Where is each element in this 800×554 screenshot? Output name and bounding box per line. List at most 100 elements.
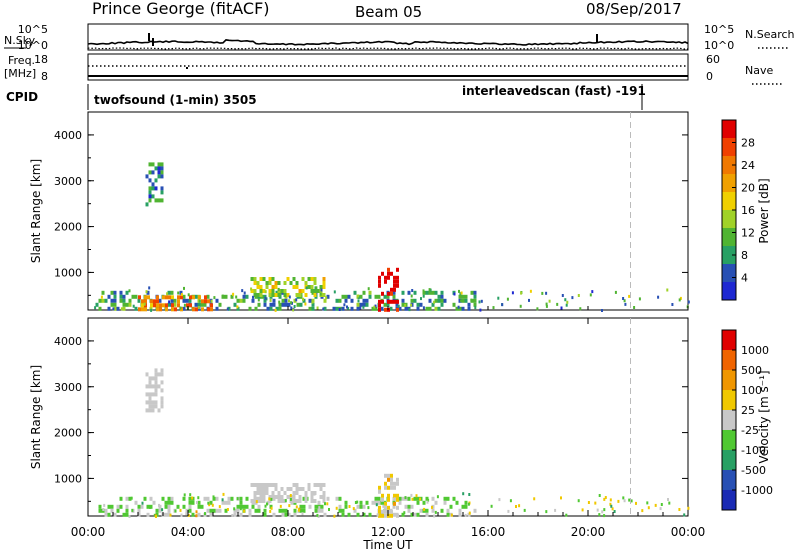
- echo-cell: [179, 508, 182, 512]
- echo-cell: [298, 499, 302, 503]
- echo-cell: [356, 302, 360, 307]
- echo-cell: [377, 500, 381, 505]
- echo-cell: [338, 508, 342, 513]
- echo-cell: [148, 408, 152, 413]
- echo-cell: [128, 302, 132, 307]
- echo-cell: [601, 309, 603, 312]
- echo-cell: [413, 496, 417, 501]
- echo-cell: [310, 491, 314, 495]
- echo-cell: [268, 499, 272, 503]
- echo-cell: [268, 483, 272, 487]
- echo-cell: [141, 307, 144, 312]
- echo-cell: [390, 513, 393, 518]
- nsearch-line: [87, 47, 689, 50]
- echo-cell: [458, 508, 462, 513]
- nsearch-tick-top: 10^5: [704, 23, 734, 36]
- echo-cell: [440, 294, 444, 299]
- echo-cell: [197, 500, 201, 505]
- echo-cell: [453, 292, 456, 296]
- echo-cell: [221, 498, 224, 502]
- nsearch-tick-bottom: 10^0: [704, 39, 734, 52]
- echo-cell: [154, 376, 158, 381]
- echo-cell: [293, 508, 297, 513]
- echo-cell: [215, 298, 219, 303]
- echo-cell: [410, 493, 413, 497]
- echo-cell: [295, 491, 299, 495]
- echo-cell: [290, 306, 293, 310]
- echo-cell: [277, 499, 281, 503]
- echo-cell: [270, 506, 273, 510]
- echo-cell: [222, 492, 225, 496]
- echo-cell: [119, 298, 123, 303]
- echo-cell: [153, 299, 156, 304]
- echo-cell: [212, 496, 216, 501]
- echo-cell: [295, 281, 299, 285]
- echo-cell: [341, 294, 345, 299]
- echo-cell: [271, 495, 275, 499]
- echo-cell: [280, 495, 284, 499]
- echo-cell: [341, 512, 345, 517]
- echo-cell: [387, 505, 390, 510]
- echo-cell: [679, 296, 682, 300]
- echo-cell: [428, 290, 432, 295]
- echo-cell: [177, 295, 180, 300]
- echo-cell: [422, 306, 425, 310]
- echo-cell: [356, 306, 360, 311]
- echo-cell: [147, 295, 150, 300]
- echo-cell: [452, 496, 456, 501]
- echo-cell: [160, 166, 164, 171]
- echo-cell: [281, 512, 285, 517]
- freq-tick-top: 18: [34, 53, 48, 66]
- echo-cell: [459, 292, 462, 296]
- echo-cell: [467, 302, 471, 307]
- echo-cell: [561, 294, 564, 297]
- nsky-label: N.Sky: [4, 34, 36, 47]
- echo-cell: [209, 512, 213, 517]
- echo-cell: [313, 492, 316, 496]
- echo-cell: [167, 496, 171, 501]
- echo-cell: [154, 186, 158, 191]
- echo-cell: [565, 303, 568, 307]
- echo-cell: [210, 299, 213, 303]
- echo-cell: [218, 508, 222, 513]
- echo-cell: [210, 303, 213, 308]
- echo-cell: [298, 289, 302, 293]
- echo-cell: [179, 290, 183, 295]
- echo-cell: [151, 384, 155, 389]
- xaxis-label: Time UT: [362, 538, 413, 552]
- echo-cell: [473, 508, 477, 513]
- echo-cell: [156, 299, 159, 304]
- echo-cell: [473, 290, 477, 295]
- colorbar-swatch: [722, 470, 736, 490]
- echo-cell: [295, 499, 299, 503]
- echo-cell: [265, 487, 269, 491]
- echo-cell: [262, 495, 266, 499]
- echo-cell: [157, 170, 161, 175]
- echo-cell: [271, 483, 275, 487]
- echo-cell: [356, 504, 360, 509]
- colorbar-swatch: [722, 430, 736, 450]
- echo-cell: [259, 499, 263, 503]
- echo-cell: [359, 500, 363, 505]
- echo-cell: [170, 290, 174, 295]
- echo-cell: [110, 290, 114, 295]
- cpid-segment-twofsound: twofsound (1-min) 3505: [94, 93, 257, 107]
- echo-cell: [295, 293, 299, 297]
- xtick-label: 16:00: [471, 525, 506, 539]
- echo-cell: [335, 306, 339, 311]
- echo-cell: [113, 290, 117, 295]
- nave-label: Nave: [745, 64, 773, 77]
- nave-tick-top: 60: [706, 53, 720, 66]
- echo-cell: [359, 504, 363, 509]
- echo-cell: [250, 277, 254, 281]
- echo-cell: [326, 294, 330, 299]
- echo-cell: [603, 514, 606, 518]
- echo-cell: [173, 298, 177, 303]
- echo-cell: [598, 513, 601, 517]
- echo-cell: [158, 298, 162, 303]
- echo-cell: [384, 509, 387, 514]
- echo-cell: [434, 298, 438, 303]
- echo-cell: [322, 307, 325, 311]
- echo-cell: [415, 494, 418, 498]
- echo-cell: [101, 290, 105, 295]
